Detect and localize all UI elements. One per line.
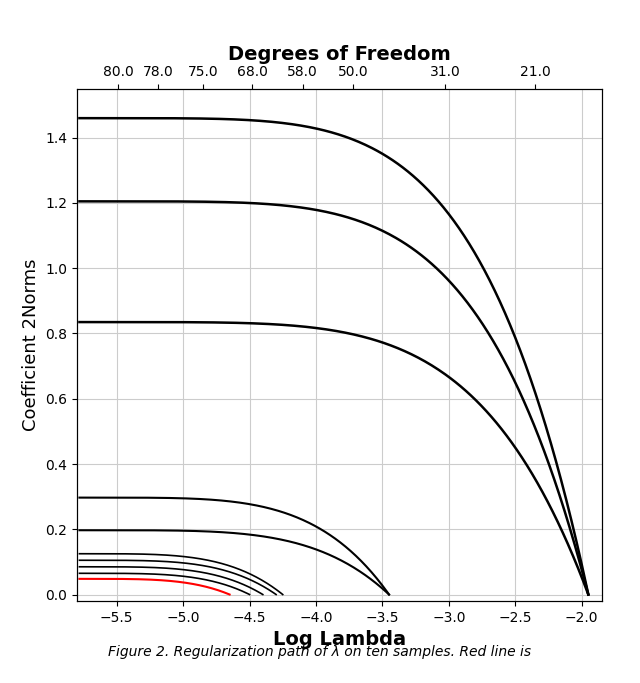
Text: Figure 2. Regularization path of λ on ten samples. Red line is: Figure 2. Regularization path of λ on te… <box>108 645 532 658</box>
Y-axis label: Coefficient 2Norms: Coefficient 2Norms <box>22 259 40 431</box>
X-axis label: Log Lambda: Log Lambda <box>273 630 406 650</box>
X-axis label: Degrees of Freedom: Degrees of Freedom <box>228 44 451 64</box>
